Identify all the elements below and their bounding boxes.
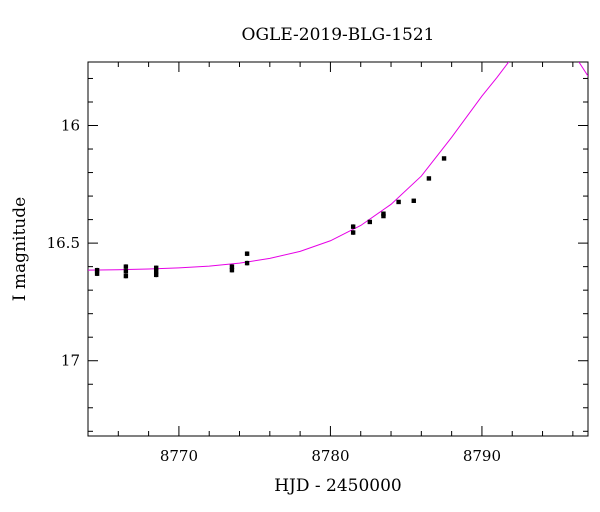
y-tick-label: 16.5	[47, 234, 80, 252]
data-point	[396, 199, 401, 205]
point-marker	[229, 267, 235, 273]
point-marker	[441, 156, 447, 161]
chart-title: OGLE-2019-BLG-1521	[242, 25, 435, 45]
point-marker	[123, 269, 129, 274]
point-marker	[229, 264, 235, 269]
data-point	[244, 251, 250, 257]
y-tick-labels: 16 16.5 17	[47, 117, 80, 370]
model-curve	[88, 62, 510, 271]
point-marker	[123, 264, 129, 269]
plot-frame	[87, 61, 589, 437]
point-marker	[94, 267, 100, 273]
data-point	[123, 273, 129, 279]
x-axis-label: HJD - 2450000	[274, 476, 402, 496]
point-marker	[244, 260, 250, 266]
data-point	[94, 271, 100, 277]
data-point	[244, 260, 250, 266]
point-marker	[411, 198, 416, 203]
model-curve-2	[578, 62, 588, 77]
x-tick-label: 8770	[160, 447, 198, 465]
point-marker	[381, 211, 386, 216]
data-point	[123, 268, 129, 274]
axis-ticks	[87, 62, 588, 436]
point-marker	[396, 199, 401, 205]
data-point	[441, 156, 447, 161]
x-tick-label: 8790	[463, 447, 501, 465]
point-marker	[350, 224, 356, 229]
data-point	[123, 264, 129, 269]
data-point	[153, 272, 159, 278]
point-marker	[381, 213, 386, 219]
x-tick-labels: 8770 8780 8790	[160, 447, 501, 465]
point-marker	[244, 251, 250, 256]
y-axis-label: I magnitude	[10, 197, 30, 301]
y-tick-label: 17	[61, 352, 80, 370]
point-marker	[367, 219, 373, 225]
data-point	[350, 224, 356, 230]
data-point	[367, 219, 373, 225]
data-point	[381, 213, 386, 219]
data-points	[94, 156, 447, 279]
point-marker	[123, 273, 129, 279]
point-marker	[426, 176, 432, 181]
data-point	[411, 198, 416, 203]
point-marker	[153, 265, 159, 271]
data-point	[426, 176, 432, 181]
point-marker	[350, 230, 356, 235]
data-point	[229, 267, 235, 273]
x-tick-label: 8780	[311, 447, 349, 465]
point-marker	[94, 271, 100, 276]
data-point	[350, 230, 356, 235]
y-tick-label: 16	[61, 117, 80, 135]
point-marker	[153, 272, 159, 278]
point-marker	[153, 269, 159, 274]
